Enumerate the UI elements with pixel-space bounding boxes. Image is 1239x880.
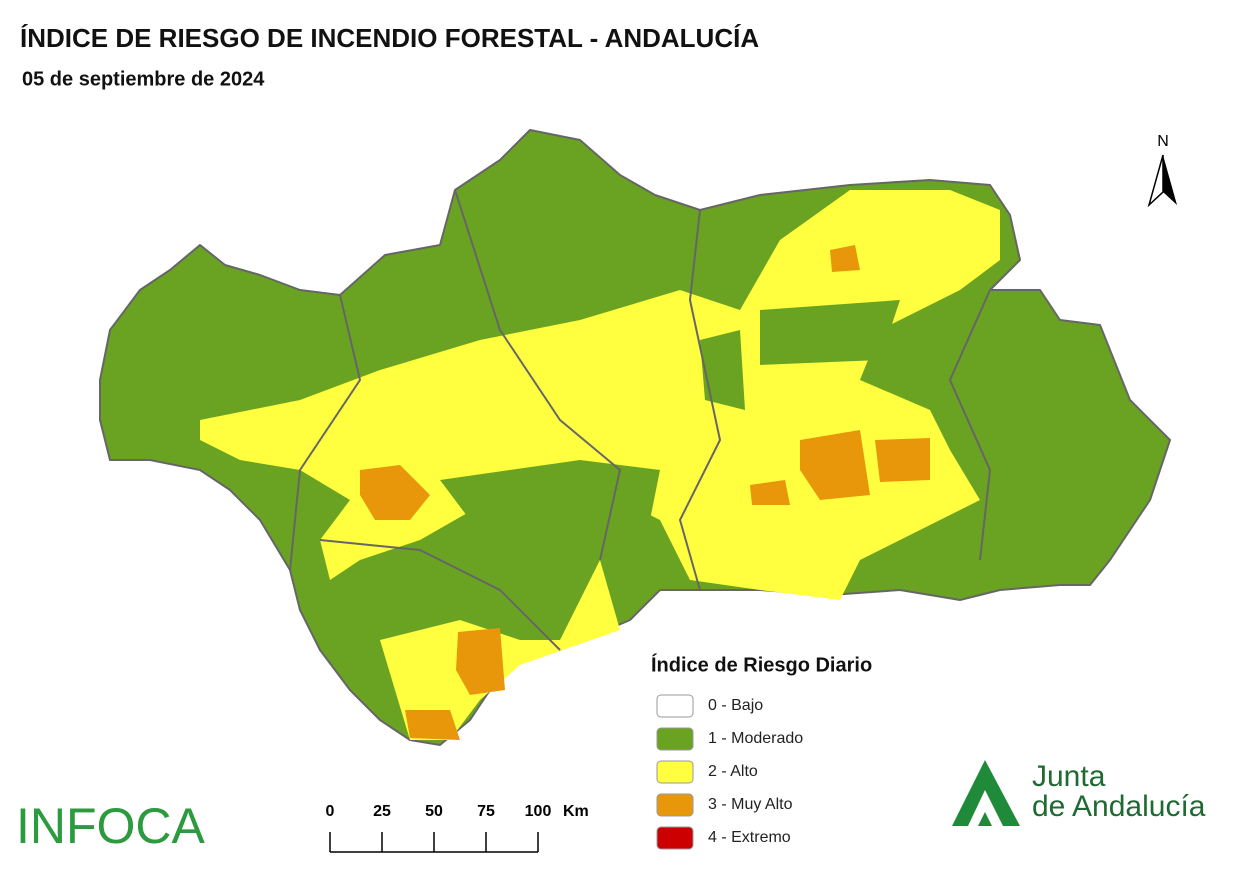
legend-label: 4 - Extremo [708,829,791,846]
north-label: N [1157,133,1169,150]
legend-swatch [656,760,694,784]
province-border [289,294,361,571]
legend-swatch [656,793,694,817]
legend-swatch [656,694,694,718]
region-muy-alto [456,628,505,695]
scale-label: 50 [425,803,443,820]
legend-label: 0 - Bajo [708,697,763,714]
junta-logo: Junta de Andalucía [952,760,1206,826]
region-moderado [760,300,900,365]
legend-label: 2 - Alto [708,763,758,780]
region-muy-alto [830,245,860,272]
province-border [949,289,991,561]
legend: 0 - Bajo 1 - Moderado 2 - Alto 3 - Muy Alto… [656,694,803,850]
scale-label: 25 [373,803,391,820]
scale-label: 75 [477,803,495,820]
subtitle: 05 de septiembre de 2024 [22,68,265,90]
legend-swatch [656,826,694,850]
legend-swatch [656,727,694,751]
region-moderado [700,330,745,410]
province-border [319,539,561,651]
scale-label: 0 [326,803,335,820]
legend-label: 1 - Moderado [708,730,803,747]
junta-text: de Andalucía [1032,790,1206,823]
legend-title: Índice de Riesgo Diario [651,653,872,676]
legend-label: 3 - Muy Alto [708,796,793,813]
scale-label: 100 [525,803,552,820]
junta-text: Junta [1032,760,1106,793]
region-moderado [440,460,660,530]
region-muy-alto [405,710,460,740]
province-border [679,209,721,591]
junta-symbol-dot [978,812,992,826]
province-border [454,189,621,561]
map [99,129,1171,746]
junta-symbol [952,760,1020,826]
north-arrow-left [1147,154,1164,208]
region-muy-alto [875,438,930,482]
title: ÍNDICE DE RIESGO DE INCENDIO FORESTAL - … [20,23,759,53]
region-muy-alto [750,480,790,505]
region-muy-alto [800,430,870,500]
north-arrow-right [1163,155,1177,205]
infoca-logo: INFOCA [16,798,206,854]
region-muy-alto [360,465,430,520]
north-arrow: N [1147,133,1177,208]
scale-bar: 0 25 50 75 100 Km [326,803,589,853]
scale-unit: Km [563,803,589,820]
